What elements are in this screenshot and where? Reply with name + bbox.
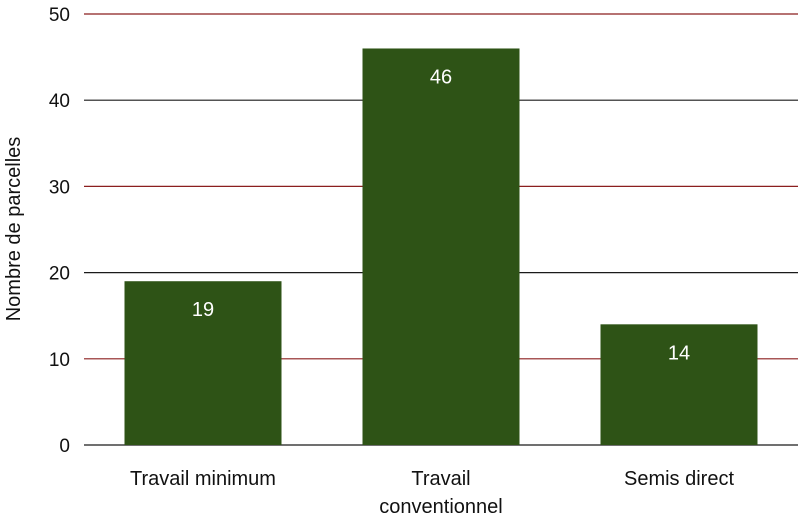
bar <box>600 324 758 445</box>
y-axis-label: Nombre de parcelles <box>3 137 25 322</box>
x-tick-label: Travail <box>411 468 470 490</box>
x-tick-label: Semis direct <box>624 468 734 490</box>
y-tick-label: 30 <box>49 177 70 198</box>
data-labels: 19 46 14 <box>192 66 690 364</box>
y-axis-ticks: 0 10 20 30 40 50 <box>49 5 70 457</box>
bars <box>124 48 758 445</box>
y-tick-label: 10 <box>49 350 70 371</box>
y-tick-label: 40 <box>49 91 70 112</box>
bar <box>362 48 520 445</box>
x-tick-label: conventionnel <box>379 496 502 518</box>
bar <box>124 281 282 445</box>
data-label: 14 <box>668 342 690 364</box>
data-label: 46 <box>430 66 452 88</box>
y-tick-label: 50 <box>49 5 70 26</box>
x-axis-labels: Travail minimum Travail conventionnel Semis… <box>130 468 734 518</box>
x-tick-label: Travail minimum <box>130 468 276 490</box>
y-tick-label: 20 <box>49 264 70 285</box>
data-label: 19 <box>192 299 214 321</box>
y-tick-label: 0 <box>59 436 70 457</box>
